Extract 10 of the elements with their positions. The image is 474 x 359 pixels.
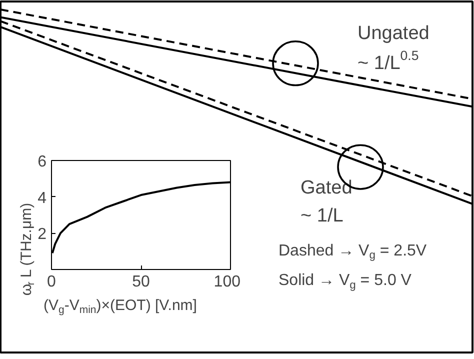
x-tick-label: 50 [132, 274, 150, 290]
annotation: Ungated [358, 22, 430, 44]
text: ωr L (THz.μm) [18, 202, 37, 296]
x-tick-label: 0 [47, 274, 56, 290]
text: ~ 1/L [300, 205, 344, 226]
x-tick-label: 100 [214, 274, 241, 290]
y-tick-label: 2 [38, 226, 47, 244]
annotation: Gated [300, 177, 352, 198]
y-tick-label: 4 [38, 190, 47, 207]
y-tick-label: 6 [38, 154, 47, 170]
